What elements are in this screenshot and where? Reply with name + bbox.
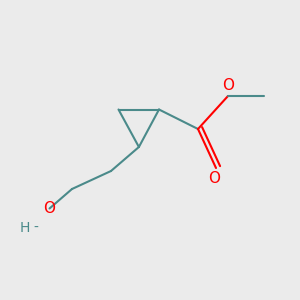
Text: -: - [34,221,38,235]
Text: O: O [208,171,220,186]
Text: O: O [222,78,234,93]
Text: H: H [20,221,30,235]
Text: O: O [44,201,56,216]
